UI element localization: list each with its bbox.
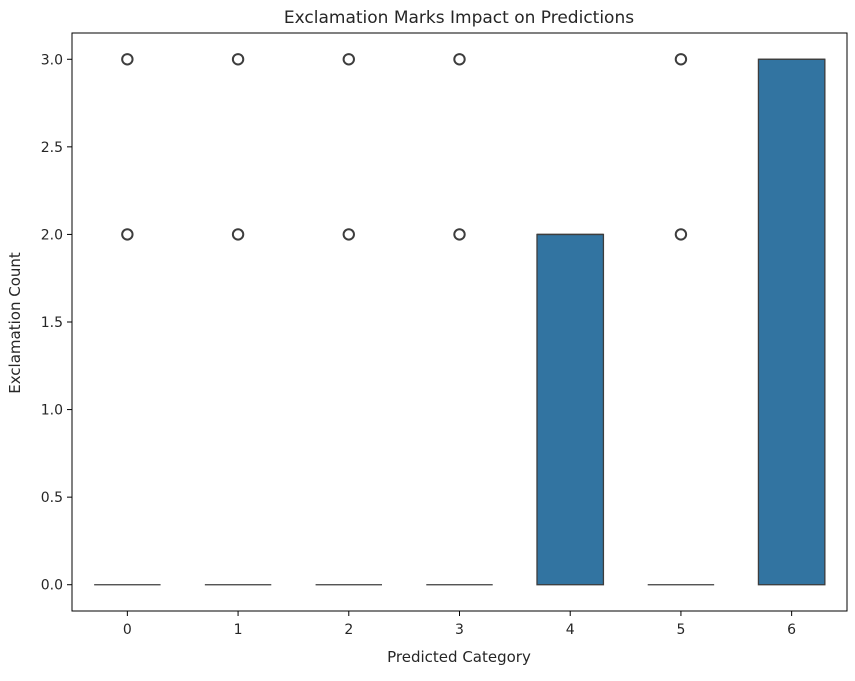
outlier-point xyxy=(231,228,245,241)
x-axis-label: Predicted Category xyxy=(387,648,531,666)
y-tick-label: 1.5 xyxy=(41,315,63,331)
plot-frame xyxy=(71,32,848,612)
y-tick-label: 0.0 xyxy=(41,578,63,594)
outlier-point xyxy=(342,53,355,66)
y-tick-label: 0.5 xyxy=(41,490,63,506)
outlier-point xyxy=(453,53,466,66)
outlier-point xyxy=(674,228,688,241)
chart-title: Exclamation Marks Impact on Predictions xyxy=(284,8,634,28)
y-tick-label: 2.5 xyxy=(41,140,63,156)
x-tick-label: 5 xyxy=(676,622,685,638)
outlier-point xyxy=(453,228,466,241)
x-tick-label: 4 xyxy=(566,622,575,638)
y-axis-label: Exclamation Count xyxy=(6,252,24,394)
box-6 xyxy=(757,58,826,586)
y-tick-label: 1.0 xyxy=(41,403,63,419)
x-tick-label: 1 xyxy=(234,622,243,638)
y-tick-label: 3.0 xyxy=(41,52,63,68)
plot-area: 0.0 0.5 1.0 1.5 2.0 2.5 3.0 0 1 2 3 4 5 6 xyxy=(41,32,848,638)
outlier-point xyxy=(121,53,134,66)
outlier-point xyxy=(674,53,688,66)
x-tick-label: 6 xyxy=(787,622,796,638)
outlier-point xyxy=(231,53,245,66)
outlier-point xyxy=(121,228,134,241)
outlier-point xyxy=(342,228,355,241)
x-tick-label: 2 xyxy=(344,622,353,638)
box-4 xyxy=(536,233,605,586)
x-tick-label: 3 xyxy=(455,622,464,638)
x-tick-label: 0 xyxy=(123,622,132,638)
y-tick-label: 2.0 xyxy=(41,227,63,243)
